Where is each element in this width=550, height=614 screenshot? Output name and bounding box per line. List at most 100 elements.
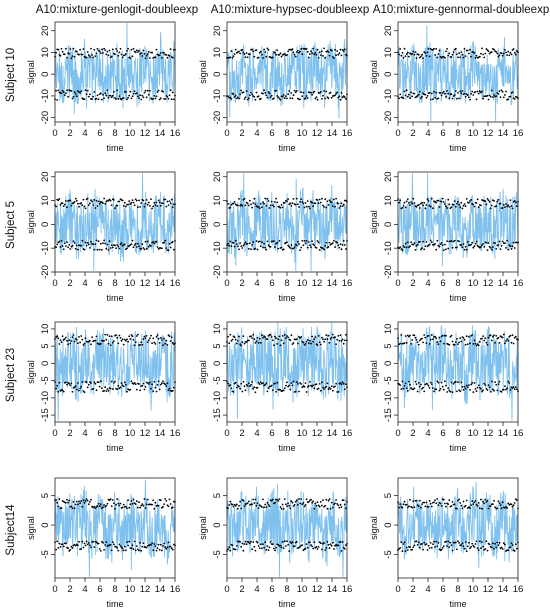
fit-point [93, 91, 96, 93]
fit-point [279, 389, 282, 391]
fit-point [123, 243, 126, 246]
fit-point [432, 338, 434, 341]
fit-point [69, 248, 72, 250]
fit-point [513, 98, 516, 100]
fit-point [130, 48, 133, 51]
y-tick-label: 5 [40, 343, 51, 348]
fit-point [255, 91, 258, 94]
fit-point [109, 94, 112, 97]
fit-point [460, 381, 463, 384]
fit-point [340, 506, 343, 508]
fit-point [97, 98, 100, 101]
fit-point [113, 502, 115, 504]
fit-point [435, 91, 438, 94]
fit-point [93, 381, 96, 384]
fit-point [447, 540, 450, 543]
fit-point [157, 380, 160, 383]
fit-point [293, 503, 296, 506]
fit-point [271, 389, 274, 392]
fit-point [59, 54, 62, 57]
fit-point [461, 542, 464, 545]
fit-point [111, 48, 114, 51]
fit-point [249, 242, 251, 245]
fit-point [295, 197, 298, 200]
fit-point [330, 96, 333, 99]
fit-point [70, 340, 73, 342]
fit-point [298, 51, 300, 54]
fit-point [159, 543, 162, 546]
fit-point [114, 53, 116, 56]
fit-point [324, 245, 327, 247]
fit-point [474, 57, 477, 59]
y-tick-label: -10 [212, 241, 223, 255]
fit-point [317, 57, 320, 59]
fit-point [430, 546, 433, 549]
fit-point [462, 337, 465, 339]
fit-point [278, 97, 281, 100]
x-tick-label: 14 [155, 584, 166, 595]
fit-point [466, 94, 469, 97]
fit-point [414, 380, 417, 383]
fit-point [486, 343, 489, 346]
fit-point [55, 89, 57, 92]
fit-point [408, 380, 410, 383]
fit-point [134, 51, 137, 54]
fit-point [276, 49, 279, 52]
fit-point [89, 501, 91, 503]
fit-point [414, 336, 417, 339]
fit-point [158, 98, 161, 101]
fit-point [130, 334, 133, 336]
fit-point [343, 244, 346, 246]
fit-point [333, 198, 335, 201]
fit-point [436, 239, 439, 242]
fit-point [62, 205, 65, 208]
fit-point [131, 239, 134, 242]
fit-point [266, 501, 269, 504]
fit-point [81, 505, 84, 508]
fit-point [417, 382, 420, 384]
fit-point [89, 93, 91, 96]
fit-point [102, 202, 104, 205]
fit-point [63, 203, 66, 206]
fit-point [295, 381, 298, 383]
fit-point [497, 500, 500, 503]
fit-point [130, 500, 133, 502]
fit-point [111, 246, 114, 249]
fit-point [254, 98, 257, 101]
fit-point [500, 244, 503, 247]
fit-point [337, 96, 340, 99]
fit-point [316, 501, 319, 504]
fit-point [484, 498, 487, 501]
fit-point [81, 540, 84, 543]
fit-point [96, 505, 99, 507]
fit-point [142, 504, 145, 507]
fit-point [415, 339, 418, 341]
fit-point [84, 241, 87, 244]
fit-point [506, 205, 508, 208]
fit-point [110, 549, 113, 552]
fit-point [404, 206, 407, 209]
fit-point [234, 48, 237, 51]
fit-point [119, 386, 122, 389]
fit-point [445, 384, 447, 387]
fit-point [119, 47, 122, 50]
fit-point [499, 96, 502, 99]
fit-point [246, 202, 249, 205]
fit-point [325, 385, 328, 388]
fit-point [335, 54, 337, 57]
fit-point [460, 504, 463, 507]
fit-point [482, 97, 484, 100]
fit-point [62, 248, 65, 251]
y-tick-label: 0 [40, 361, 51, 366]
fit-point [457, 56, 459, 59]
fit-point [406, 549, 409, 551]
fit-point [145, 199, 148, 201]
fit-point [281, 335, 284, 337]
fit-point [475, 540, 478, 543]
fit-point [68, 244, 71, 246]
fit-point [404, 550, 407, 553]
fit-point [415, 57, 418, 60]
fit-point [60, 341, 63, 343]
fit-point [154, 343, 157, 345]
x-tick-label: 10 [468, 128, 479, 139]
